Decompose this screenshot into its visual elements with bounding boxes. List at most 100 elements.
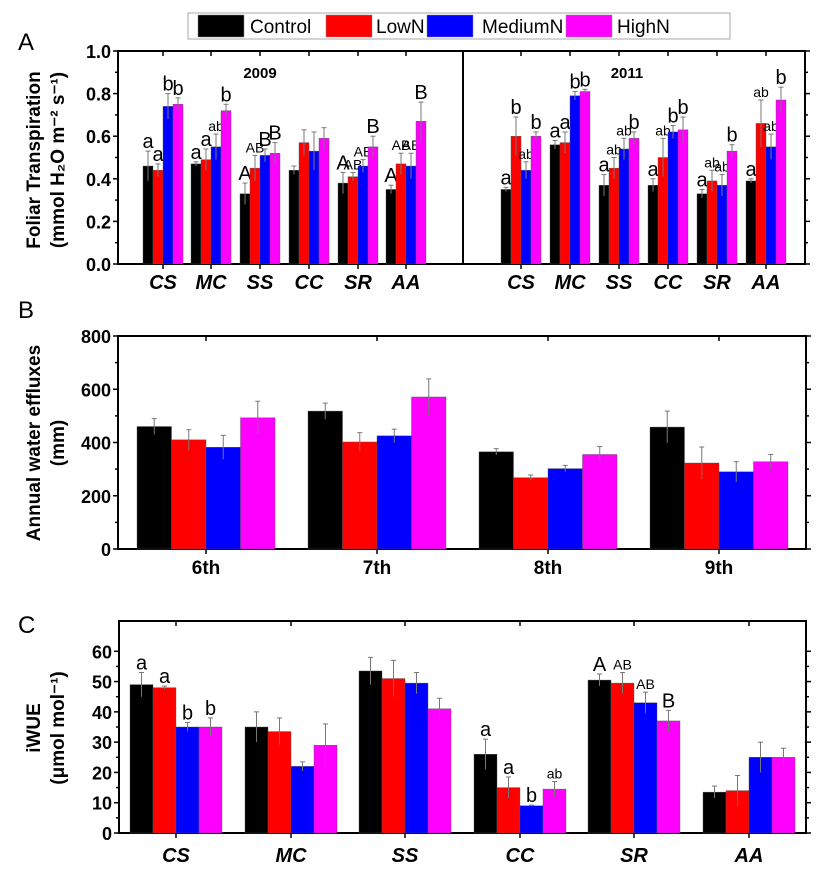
significance-letter: AB xyxy=(344,156,363,172)
y-tick-label: 30 xyxy=(92,733,112,753)
b-category-label: 6th xyxy=(192,558,221,579)
significance-letter: ab xyxy=(547,766,563,782)
a2011-bar-mc-lown xyxy=(559,142,571,265)
a2011-bar-cs-highn xyxy=(530,135,542,265)
significance-letter: ab xyxy=(655,122,671,138)
b-bar-6th-highn xyxy=(240,417,276,550)
b-bar-7th-highn xyxy=(411,396,447,550)
significance-letter: b xyxy=(172,78,183,100)
significance-letter: b xyxy=(526,785,537,807)
a2009-bar-cc-highn xyxy=(318,138,330,265)
y-tick-label: 0.4 xyxy=(86,170,111,190)
significance-letter: b xyxy=(569,71,580,93)
significance-letter: B xyxy=(268,123,281,145)
c-bar-aa-highn xyxy=(771,757,796,834)
y-tick-label: 0 xyxy=(101,540,111,560)
a2011-bar-cc-control xyxy=(647,184,659,265)
b-bar-6th-mediumn xyxy=(205,447,241,550)
legend-label-mediumn: MediumN xyxy=(482,17,563,38)
a2011-bar-mc-highn xyxy=(579,91,591,265)
a2011-bar-ss-lown xyxy=(608,167,620,265)
y-axis-label-c: iWUE xyxy=(24,703,45,753)
significance-letter: b xyxy=(530,112,541,134)
y-axis-label-b-units: (mm) xyxy=(48,420,69,466)
subpanel-title-2009: 2009 xyxy=(243,65,276,82)
y-tick-label: 50 xyxy=(92,673,112,693)
a2011-category-label: AA xyxy=(751,272,781,294)
a2009-category-label: CC xyxy=(295,272,324,294)
significance-letter: a xyxy=(200,129,212,151)
significance-letter: a xyxy=(136,652,148,674)
a2009-bar-mc-highn xyxy=(220,110,232,265)
a2011-bar-mc-mediumn xyxy=(569,95,581,265)
a2011-bar-sr-highn xyxy=(726,150,738,265)
significance-letter: A xyxy=(336,152,350,174)
significance-letter: ab xyxy=(763,118,779,134)
significance-letter: a xyxy=(142,131,154,153)
a2011-category-label: CC xyxy=(654,272,683,294)
significance-letter: AB xyxy=(613,656,632,672)
a2009-category-label: SR xyxy=(344,272,372,294)
a2011-bar-ss-mediumn xyxy=(618,148,630,265)
significance-letter: b xyxy=(775,67,786,89)
significance-letter: b xyxy=(579,69,590,91)
b-bar-7th-control xyxy=(307,410,343,550)
a2009-bar-aa-highn xyxy=(415,121,427,265)
a2009-category-label: MC xyxy=(195,272,227,294)
a2011-bar-aa-control xyxy=(745,180,757,265)
c-category-label: CS xyxy=(162,845,190,867)
b-bar-8th-lown xyxy=(513,477,549,550)
significance-letter: AB xyxy=(354,144,373,160)
b-category-label: 7th xyxy=(363,558,392,579)
b-bar-9th-control xyxy=(649,426,685,550)
a2009-bar-ss-highn xyxy=(269,153,281,265)
significance-letter: A xyxy=(593,654,607,676)
a2011-bar-aa-mediumn xyxy=(765,146,777,265)
significance-letter: a xyxy=(152,144,164,166)
legend-label-highn: HighN xyxy=(617,17,670,38)
a2009-bar-mc-control xyxy=(190,163,202,265)
a2011-category-label: MC xyxy=(554,272,586,294)
a2011-bar-sr-mediumn xyxy=(716,184,728,265)
a2011-bar-mc-control xyxy=(549,144,561,265)
c-bar-cs-lown xyxy=(152,687,177,834)
a2009-bar-cc-control xyxy=(288,170,300,265)
significance-letter: b xyxy=(220,84,231,106)
a2009-bar-cs-highn xyxy=(172,104,184,265)
a2009-bar-ss-mediumn xyxy=(259,155,271,265)
a2009-category-label: AA xyxy=(391,272,421,294)
significance-letter: A xyxy=(384,165,398,187)
y-tick-label: 600 xyxy=(81,380,111,400)
y-tick-label: 0 xyxy=(102,824,112,844)
a2009-category-label: CS xyxy=(149,272,177,294)
a2009-category-label: SS xyxy=(247,272,274,294)
a2011-bar-cs-control xyxy=(500,189,512,265)
y-tick-label: 800 xyxy=(81,327,111,347)
c-bar-ss-lown xyxy=(381,678,406,834)
a2011-category-label: CS xyxy=(507,272,535,294)
a2011-bar-sr-control xyxy=(696,193,708,265)
a2011-bar-cc-mediumn xyxy=(667,131,679,265)
panel-letter-a: A xyxy=(18,29,34,56)
a2009-bar-mc-lown xyxy=(200,159,212,265)
b-bar-8th-control xyxy=(478,451,514,550)
significance-letter: B xyxy=(366,116,379,138)
a2011-bar-sr-lown xyxy=(706,180,718,265)
significance-letter: b xyxy=(726,125,737,147)
significance-letter: AB xyxy=(246,139,265,155)
y-tick-label: 0.0 xyxy=(86,255,111,275)
a2011-bar-cs-mediumn xyxy=(520,170,532,265)
b-bar-9th-highn xyxy=(753,461,789,550)
b-bar-6th-control xyxy=(136,426,172,550)
c-bar-cc-mediumn xyxy=(519,805,544,834)
c-bar-ss-control xyxy=(358,670,383,834)
legend-swatch-control xyxy=(197,14,245,38)
significance-letter: b xyxy=(677,97,688,119)
y-axis-label-b: Annual water effluxes xyxy=(24,345,45,541)
legend-swatch-mediumn xyxy=(426,14,474,38)
y-axis-label-a: Foliar Transpiration xyxy=(24,71,45,248)
significance-letter: a xyxy=(500,167,512,189)
legend-label-lown: LowN xyxy=(376,17,425,38)
